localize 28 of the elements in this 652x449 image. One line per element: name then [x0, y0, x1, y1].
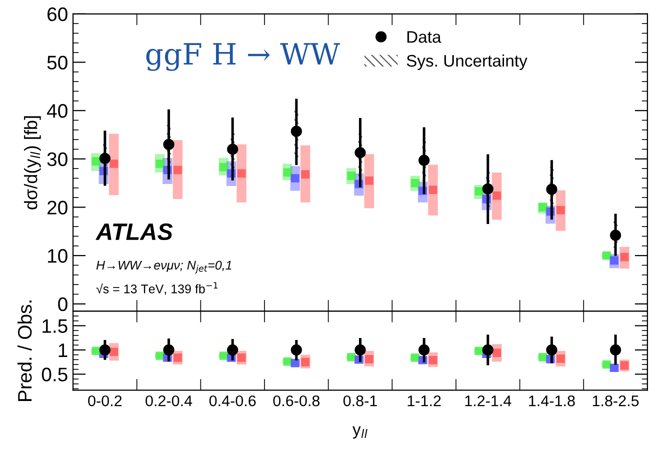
- y-tick-label: 20: [48, 200, 68, 214]
- y-tick-label: 0: [58, 297, 68, 312]
- x-axis-title: y$_{ll}$: [352, 426, 368, 439]
- legend-label: Data: [407, 31, 442, 43]
- x-tick-label: 0.8-1: [343, 395, 377, 406]
- y-tick-label: 1: [58, 344, 68, 357]
- x-tick-label: 0.4-0.6: [209, 395, 256, 406]
- y-tick-label: 30: [47, 152, 68, 166]
- x-tick-label: 0-0.2: [88, 395, 122, 406]
- y-tick-label: 60: [48, 7, 68, 22]
- x-tick-label: 0.6-0.8: [273, 395, 320, 406]
- y-tick-label: 10: [48, 249, 68, 263]
- y-tick-label: 50: [47, 56, 68, 70]
- x-tick-label: 1.8-2.5: [592, 395, 639, 406]
- text: ggF H → WW: [146, 43, 340, 71]
- y-axis-title: dσ/d(y$_{ll}$) [fb]: [24, 116, 41, 210]
- y-tick-label: 40: [46, 104, 68, 118]
- x-tick-label: 1-1.2: [408, 395, 441, 406]
- annotation: ATLAS: [96, 223, 173, 240]
- y-tick-label: 0.5: [42, 368, 68, 382]
- y-axis-title: Pred. / Obs.: [17, 300, 32, 401]
- y-tick-label: 1.5: [42, 319, 68, 333]
- x-tick-label: 0.2-0.4: [146, 395, 192, 406]
- annotation: √s = 13 TeV, 139 fb$^{−1}$: [96, 282, 218, 295]
- x-tick-label: 1.4-1.8: [529, 395, 575, 406]
- legend-label: Sys. Uncertainty: [406, 54, 528, 70]
- x-tick-label: 1.2-1.4: [465, 395, 512, 406]
- annotation: H→WW→eνμν; N$_{jet}$=0,1: [96, 260, 232, 274]
